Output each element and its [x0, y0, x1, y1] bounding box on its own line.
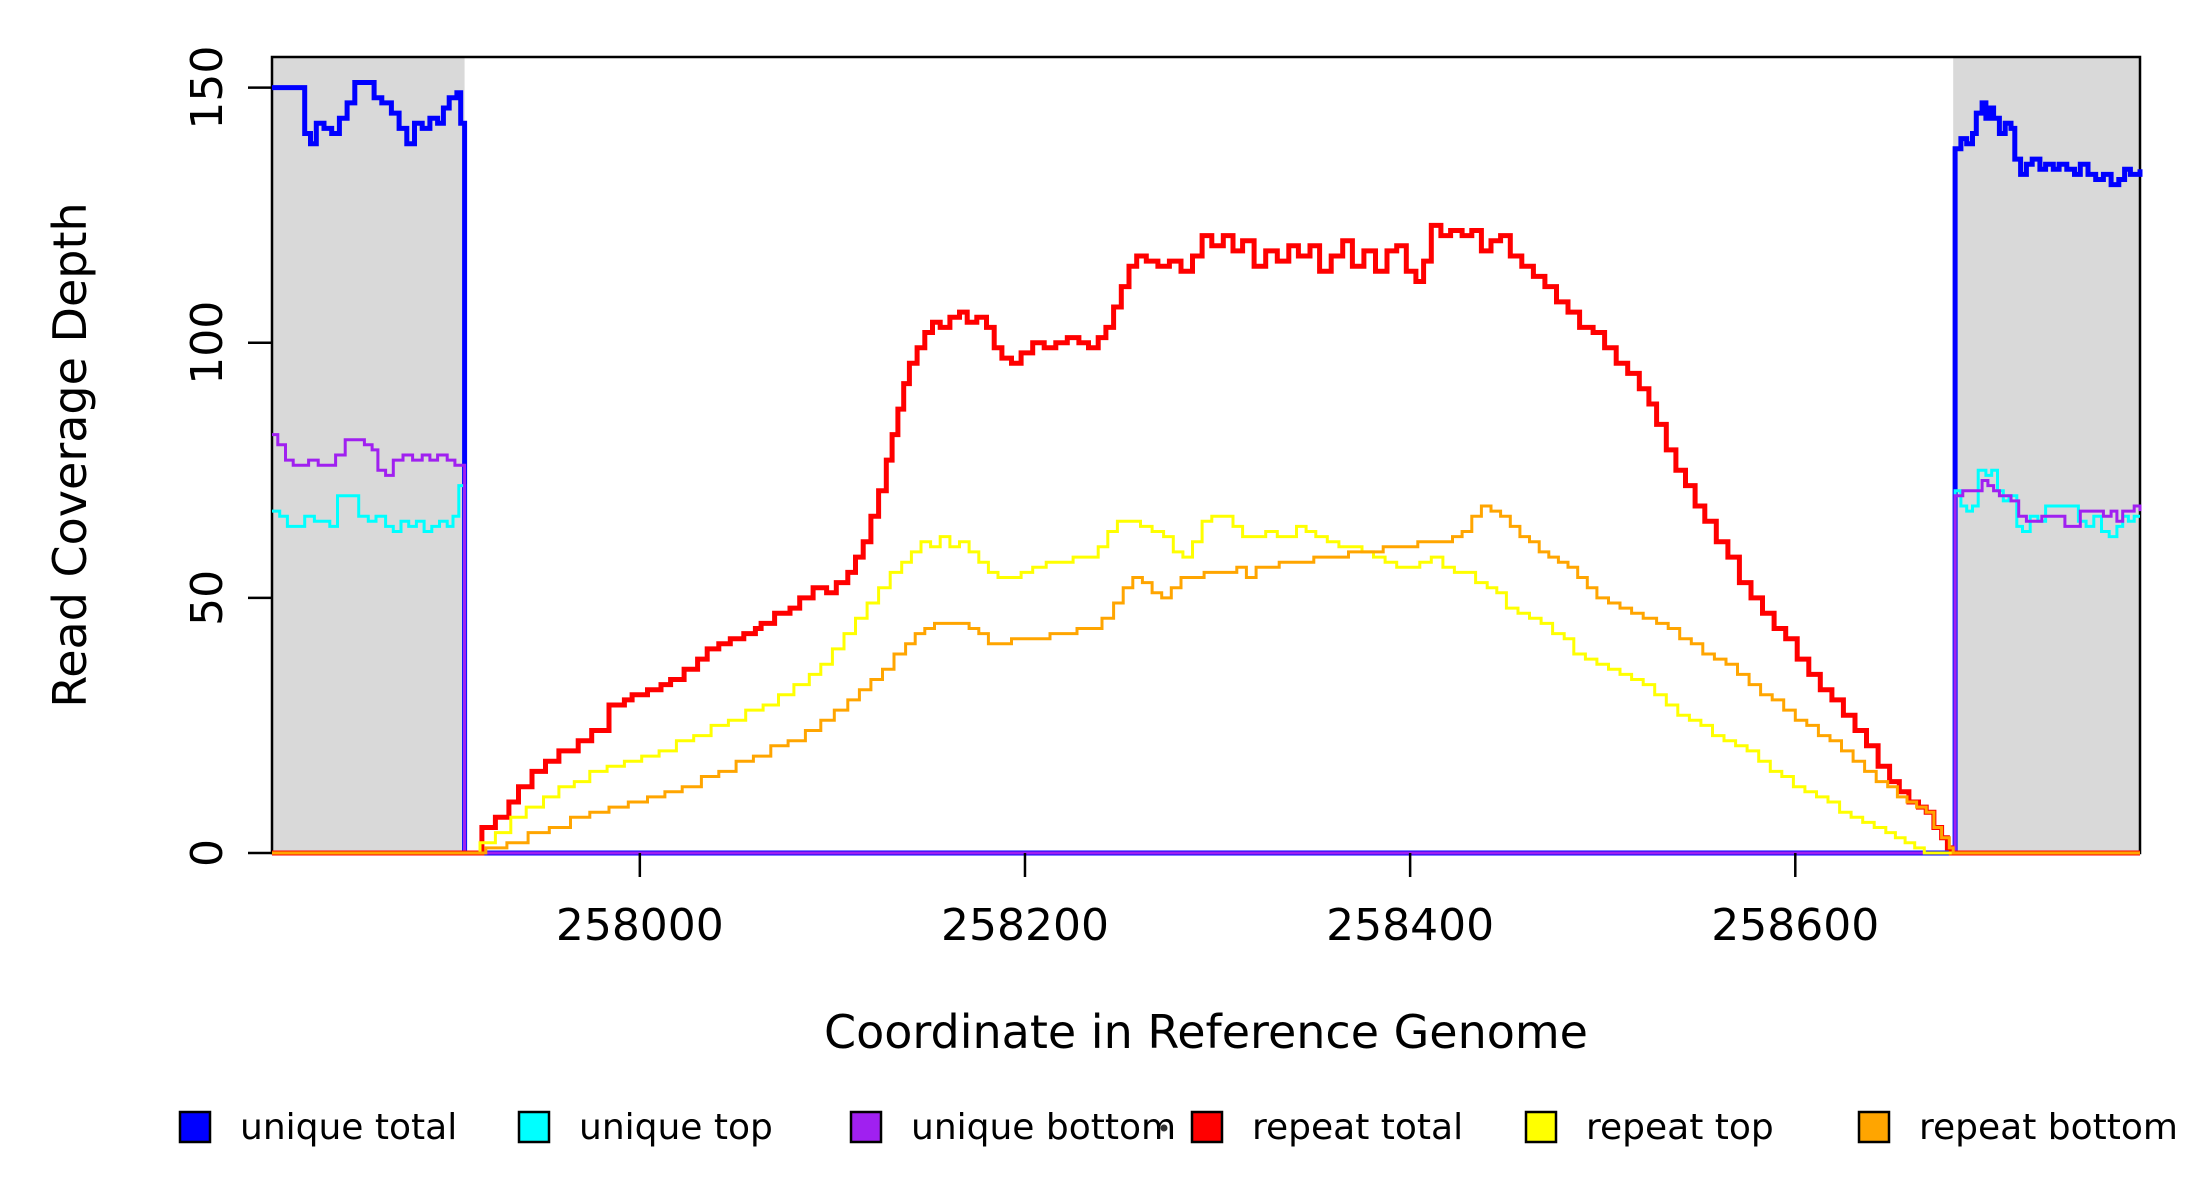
- series-repeat-bottom: [272, 504, 2140, 855]
- legend-item-repeat-top: repeat top: [1524, 1107, 1774, 1148]
- legend-label: unique bottom: [911, 1107, 1176, 1148]
- legend-item-repeat-bottom: repeat bottom: [1857, 1107, 2178, 1148]
- plot-frame: [270, 55, 2142, 855]
- series-repeat-top: [272, 514, 2140, 855]
- legend-label: repeat top: [1586, 1107, 1774, 1148]
- y-tick-label: 0: [182, 839, 233, 867]
- legend-swatch: [178, 1110, 212, 1144]
- x-axis: 258000 258200 258400 258600: [556, 853, 1879, 951]
- legend-label: repeat bottom: [1919, 1107, 2178, 1148]
- y-tick-label: 150: [182, 46, 233, 130]
- legend-label: repeat total: [1252, 1107, 1463, 1148]
- legend-item-repeat-total: repeat total: [1190, 1107, 1463, 1148]
- legend-item-unique-top: unique top: [517, 1107, 773, 1148]
- series-unique-bottom: [272, 433, 2142, 855]
- shaded-region-left: [272, 57, 465, 853]
- series-lines: [272, 80, 2143, 856]
- legend-label: unique total: [240, 1107, 457, 1148]
- legend-swatch: [1190, 1110, 1224, 1144]
- y-tick-label: 50: [182, 570, 233, 626]
- legend-item-unique-total: unique total: [178, 1107, 457, 1148]
- x-tick-label: 258600: [1711, 900, 1879, 951]
- series-repeat-total: [272, 222, 2140, 856]
- y-tick-label: 100: [182, 301, 233, 385]
- stray-dot-artifact: [1160, 1124, 1168, 1132]
- series-unique-total: [272, 80, 2143, 856]
- legend-swatch: [849, 1110, 883, 1144]
- y-axis-title: Read Coverage Depth: [43, 202, 97, 707]
- x-tick-label: 258000: [556, 900, 724, 951]
- shaded-flank-regions: [272, 57, 2140, 853]
- legend: unique total unique top unique bottom repea…: [178, 1107, 2178, 1148]
- legend-swatch: [1524, 1110, 1558, 1144]
- legend-item-unique-bottom: unique bottom: [849, 1107, 1176, 1148]
- legend-swatch: [1857, 1110, 1891, 1144]
- x-tick-label: 258400: [1326, 900, 1494, 951]
- series-unique-top: [272, 468, 2140, 855]
- x-axis-title: Coordinate in Reference Genome: [824, 1005, 1588, 1059]
- y-axis: 0 50 100 150: [182, 46, 272, 867]
- shaded-region-right: [1953, 57, 2140, 853]
- legend-swatch: [517, 1110, 551, 1144]
- legend-label: unique top: [579, 1107, 773, 1148]
- x-tick-label: 258200: [941, 900, 1109, 951]
